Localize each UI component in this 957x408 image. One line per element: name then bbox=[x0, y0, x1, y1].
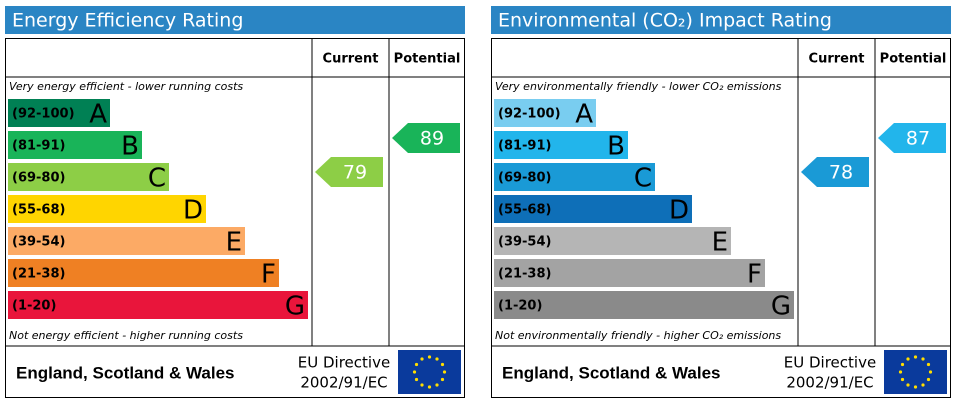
column-header: Potential bbox=[880, 52, 947, 67]
eu-star bbox=[420, 383, 424, 387]
eu-star bbox=[926, 377, 931, 382]
column-header: Current bbox=[323, 52, 379, 67]
rating-value: 87 bbox=[906, 128, 930, 150]
band-letter: A bbox=[575, 100, 593, 130]
rating-value: 89 bbox=[420, 128, 444, 150]
title-bar bbox=[491, 6, 951, 34]
eu-star bbox=[414, 362, 419, 367]
eu-star bbox=[440, 377, 445, 382]
rating-band bbox=[494, 195, 692, 223]
band-range: (39-54) bbox=[12, 235, 65, 250]
band-range: (55-68) bbox=[498, 203, 551, 218]
rating-band bbox=[8, 99, 110, 127]
band-range: (92-100) bbox=[498, 107, 561, 122]
eu-star bbox=[928, 370, 933, 374]
panel-title: Energy Efficiency Rating bbox=[12, 10, 243, 32]
column-header: Current bbox=[809, 52, 865, 67]
rating-band bbox=[8, 131, 142, 159]
rating-band bbox=[494, 291, 794, 319]
band-range: (92-100) bbox=[12, 107, 75, 122]
eu-star bbox=[913, 385, 918, 389]
panel-frame bbox=[5, 38, 465, 398]
rating-arrow bbox=[878, 123, 946, 153]
top-note: Very energy efficient - lower running co… bbox=[9, 80, 243, 93]
eu-star bbox=[921, 357, 925, 361]
band-range: (1-20) bbox=[498, 299, 542, 314]
eu-star bbox=[435, 383, 439, 387]
band-letter: C bbox=[148, 164, 166, 194]
rating-band bbox=[8, 163, 169, 191]
band-letter: B bbox=[607, 132, 625, 162]
band-letter: G bbox=[771, 292, 791, 322]
band-letter: C bbox=[634, 164, 652, 194]
band-letter: D bbox=[183, 196, 203, 226]
footer-region: England, Scotland & Wales bbox=[502, 363, 721, 382]
rating-arrow bbox=[315, 157, 383, 187]
footer-region: England, Scotland & Wales bbox=[16, 363, 235, 382]
eu-star bbox=[900, 377, 905, 382]
rating-band bbox=[494, 99, 596, 127]
rating-band bbox=[8, 195, 206, 223]
eu-star bbox=[906, 357, 910, 361]
rating-band bbox=[494, 131, 628, 159]
bottom-note: Not environmentally friendly - higher CO… bbox=[495, 329, 781, 342]
eu-star bbox=[442, 370, 447, 374]
band-range: (39-54) bbox=[498, 235, 551, 250]
column-header: Potential bbox=[394, 52, 461, 67]
rating-band bbox=[8, 227, 245, 255]
eu-star bbox=[427, 385, 432, 389]
band-range: (1-20) bbox=[12, 299, 56, 314]
band-letter: B bbox=[121, 132, 139, 162]
eu-star bbox=[913, 355, 918, 359]
title-bar bbox=[5, 6, 465, 34]
band-letter: F bbox=[261, 260, 276, 290]
rating-arrow bbox=[801, 157, 869, 187]
eu-star bbox=[435, 357, 439, 361]
band-range: (81-91) bbox=[12, 139, 65, 154]
rating-band bbox=[8, 259, 279, 287]
band-range: (55-68) bbox=[12, 203, 65, 218]
band-letter: E bbox=[226, 228, 242, 258]
rating-band bbox=[494, 227, 731, 255]
panel-title: Environmental (CO₂) Impact Rating bbox=[498, 10, 832, 32]
band-letter: D bbox=[669, 196, 689, 226]
footer-directive: EU Directive bbox=[784, 354, 876, 372]
band-letter: G bbox=[285, 292, 305, 322]
eu-star bbox=[440, 362, 445, 367]
rating-value: 78 bbox=[829, 162, 853, 184]
eu-star bbox=[427, 355, 432, 359]
panel-frame bbox=[491, 38, 951, 398]
eu-star bbox=[412, 370, 417, 374]
band-letter: A bbox=[89, 100, 107, 130]
band-range: (21-38) bbox=[12, 267, 65, 282]
band-letter: E bbox=[712, 228, 728, 258]
band-range: (69-80) bbox=[498, 171, 551, 186]
footer-directive: EU Directive bbox=[298, 354, 390, 372]
rating-band bbox=[494, 259, 765, 287]
eu-star bbox=[420, 357, 424, 361]
eu-star bbox=[898, 370, 903, 374]
footer-code: 2002/91/EC bbox=[300, 374, 387, 392]
rating-band bbox=[494, 163, 655, 191]
eu-star bbox=[906, 383, 910, 387]
rating-band bbox=[8, 291, 308, 319]
band-range: (21-38) bbox=[498, 267, 551, 282]
eu-star bbox=[921, 383, 925, 387]
top-note: Very environmentally friendly - lower CO… bbox=[495, 80, 782, 93]
footer-code: 2002/91/EC bbox=[786, 374, 873, 392]
band-range: (69-80) bbox=[12, 171, 65, 186]
eu-star bbox=[900, 362, 905, 367]
band-letter: F bbox=[747, 260, 762, 290]
eu-star bbox=[414, 377, 419, 382]
rating-arrow bbox=[392, 123, 460, 153]
eu-star bbox=[926, 362, 931, 367]
bottom-note: Not energy efficient - higher running co… bbox=[9, 329, 243, 342]
band-range: (81-91) bbox=[498, 139, 551, 154]
rating-value: 79 bbox=[343, 162, 367, 184]
